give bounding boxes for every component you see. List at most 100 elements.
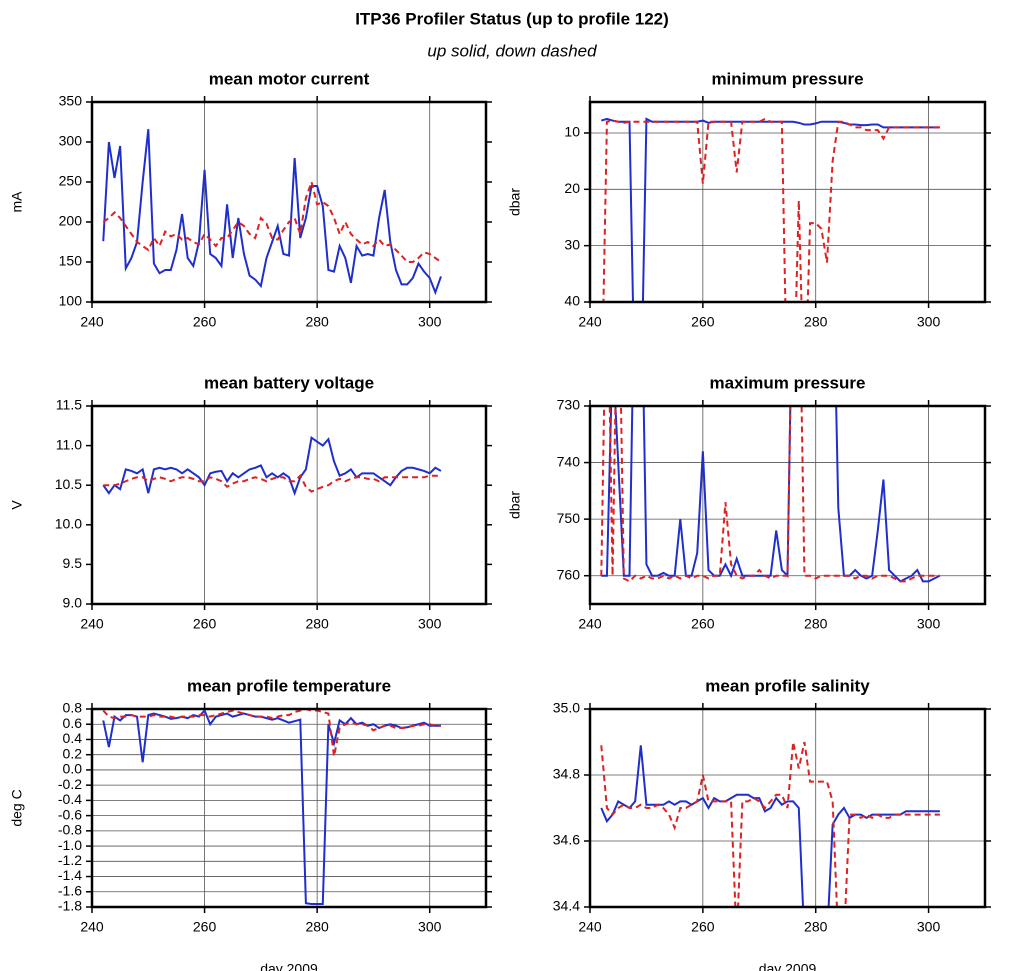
x-tick-label: 280: [804, 616, 828, 632]
y-tick-label: -1.4: [58, 867, 82, 883]
x-axis-label: day 2009: [260, 961, 318, 971]
y-axis-label: dbar: [507, 188, 523, 216]
y-tick-label: 150: [59, 253, 83, 269]
y-tick-label: 20: [564, 180, 580, 196]
x-tick-label: 240: [80, 314, 104, 330]
plot-area: [102, 129, 442, 296]
data-line: [102, 435, 442, 497]
y-tick-label: 250: [59, 173, 83, 189]
plot-frame: [90, 707, 488, 909]
plot-frame: [90, 404, 488, 606]
y-tick-label: 40: [564, 293, 580, 309]
x-tick-label: 240: [80, 919, 104, 935]
y-tick-label: 0.6: [63, 715, 83, 731]
y-tick-label: 750: [557, 510, 581, 526]
figure-subtitle: up solid, down dashed: [427, 41, 597, 60]
data-line: [601, 117, 940, 302]
panel-title: maximum pressure: [710, 373, 866, 392]
y-tick-label: 35.0: [553, 700, 580, 716]
plot-area: [102, 435, 442, 497]
y-tick-label: -1.0: [58, 837, 82, 853]
y-tick-label: -0.2: [58, 776, 82, 792]
panel: mean battery voltage V 240 260 280 300 9.0 9.5 1…: [9, 373, 492, 632]
y-tick-label: 11.5: [56, 397, 82, 413]
y-tick-label: 760: [557, 566, 581, 582]
y-axis-label: dbar: [507, 491, 523, 519]
data-line: [102, 178, 442, 263]
plot-frame: [90, 100, 488, 304]
x-tick-label: 260: [193, 919, 217, 935]
plot-frame: [588, 100, 987, 304]
y-tick-label: 10.5: [55, 476, 82, 492]
x-tick-label: 260: [691, 314, 715, 330]
y-tick-label: 300: [59, 133, 83, 149]
y-tick-label: 11.0: [56, 436, 82, 452]
x-tick-label: 240: [80, 616, 104, 632]
y-tick-label: -1.2: [58, 852, 82, 868]
plot-area: [600, 741, 940, 907]
panel-title: minimum pressure: [711, 69, 863, 88]
y-tick-label: 30: [564, 236, 580, 252]
y-tick-label: 200: [59, 213, 83, 229]
x-axis-label: day 2009: [759, 961, 817, 971]
panel: minimum pressure dbar 240 260 280 300 10 20 30 40: [507, 69, 991, 330]
y-tick-label: 10: [564, 124, 580, 140]
y-tick-label: 34.4: [553, 898, 580, 914]
data-line: [602, 117, 940, 302]
x-tick-label: 260: [193, 314, 217, 330]
plot-frame: [588, 707, 987, 909]
y-axis-label: mA: [9, 191, 25, 213]
x-tick-label: 260: [691, 919, 715, 935]
x-tick-label: 280: [305, 616, 329, 632]
y-tick-label: 100: [59, 293, 83, 309]
y-tick-label: 350: [59, 93, 83, 109]
y-tick-label: 9.0: [63, 595, 83, 611]
y-axis-label: V: [9, 500, 25, 510]
x-tick-label: 240: [578, 919, 602, 935]
x-tick-label: 300: [418, 314, 442, 330]
plot-frame: [588, 404, 987, 606]
panel-title: mean motor current: [209, 69, 370, 88]
panel-title: mean battery voltage: [204, 373, 374, 392]
x-tick-label: 300: [917, 616, 941, 632]
data-line: [600, 745, 940, 907]
y-tick-label: 34.8: [553, 766, 580, 782]
panel-title: mean profile salinity: [705, 676, 870, 695]
y-tick-label: 10.0: [55, 516, 82, 532]
y-tick-label: 0.2: [63, 745, 83, 761]
y-tick-label: -1.6: [58, 882, 82, 898]
figure-title: ITP36 Profiler Status (up to profile 122…: [355, 9, 669, 28]
y-tick-label: -1.8: [58, 898, 82, 914]
x-tick-label: 280: [305, 919, 329, 935]
panel: mean profile temperature deg C day 2009 240…: [9, 676, 492, 971]
x-tick-label: 280: [305, 314, 329, 330]
x-tick-label: 280: [804, 314, 828, 330]
x-tick-label: 260: [193, 616, 217, 632]
plot-area: [600, 406, 941, 583]
data-line: [103, 474, 441, 493]
plot-area: [601, 117, 940, 302]
panel: mean profile salinity day 2009 240 260 280 30…: [553, 676, 991, 971]
x-tick-label: 240: [578, 314, 602, 330]
data-line: [600, 741, 940, 907]
y-tick-label: 34.6: [553, 832, 580, 848]
panel: maximum pressure dbar 240 260 280 300 730 740 75…: [507, 373, 991, 632]
x-tick-label: 260: [691, 616, 715, 632]
x-tick-label: 300: [418, 919, 442, 935]
y-tick-label: -0.6: [58, 806, 82, 822]
y-tick-label: 0.4: [63, 730, 83, 746]
data-line: [600, 406, 940, 583]
panel: mean motor current mA 240 260 280 300 100 150 20…: [9, 69, 492, 330]
y-tick-label: 9.5: [63, 555, 83, 571]
data-line: [102, 709, 441, 757]
data-line: [601, 406, 941, 583]
y-tick-label: -0.8: [58, 822, 82, 838]
x-tick-label: 300: [917, 919, 941, 935]
data-line: [102, 129, 442, 296]
x-tick-label: 300: [917, 314, 941, 330]
x-tick-label: 300: [418, 616, 442, 632]
panel-title: mean profile temperature: [187, 676, 391, 695]
y-tick-label: 740: [557, 453, 581, 469]
x-tick-label: 280: [804, 919, 828, 935]
y-tick-label: 0.8: [63, 700, 83, 716]
